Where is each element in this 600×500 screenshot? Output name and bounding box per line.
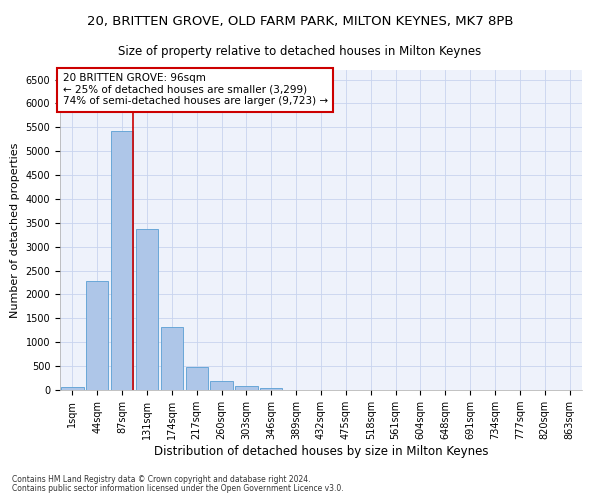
Y-axis label: Number of detached properties: Number of detached properties [10, 142, 20, 318]
Bar [211, 381, 233, 390]
Bar [161, 328, 183, 390]
Bar [136, 229, 158, 390]
Text: Size of property relative to detached houses in Milton Keynes: Size of property relative to detached ho… [118, 45, 482, 58]
X-axis label: Distribution of detached houses by size in Milton Keynes: Distribution of detached houses by size … [154, 445, 488, 458]
Bar [61, 386, 83, 390]
Bar [111, 130, 133, 390]
Text: 20, BRITTEN GROVE, OLD FARM PARK, MILTON KEYNES, MK7 8PB: 20, BRITTEN GROVE, OLD FARM PARK, MILTON… [87, 15, 513, 28]
Text: Contains public sector information licensed under the Open Government Licence v3: Contains public sector information licen… [12, 484, 344, 493]
Text: Contains HM Land Registry data © Crown copyright and database right 2024.: Contains HM Land Registry data © Crown c… [12, 476, 311, 484]
Bar [235, 386, 257, 390]
Bar [260, 388, 283, 390]
Bar [86, 281, 109, 390]
Text: 20 BRITTEN GROVE: 96sqm
← 25% of detached houses are smaller (3,299)
74% of semi: 20 BRITTEN GROVE: 96sqm ← 25% of detache… [62, 73, 328, 106]
Bar [185, 366, 208, 390]
